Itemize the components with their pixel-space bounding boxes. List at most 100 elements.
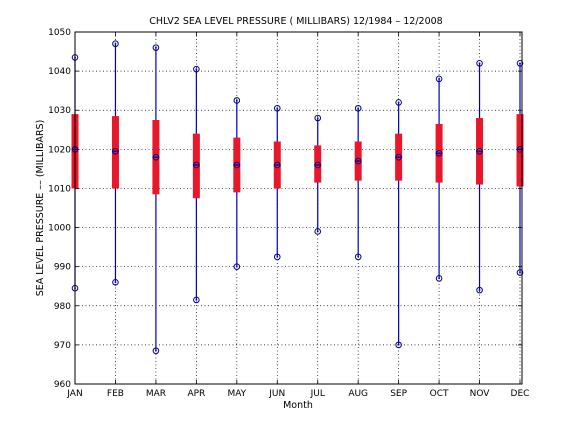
x-tick-label-4: MAY [227,389,246,399]
box-group-nov [476,59,484,294]
min-marker-nov [476,286,483,294]
x-axis-title: Month [283,400,313,411]
x-tick-label-7: AUG [348,389,368,399]
median-marker-dot-oct [438,152,440,155]
y-tick-label-8: 1040 [48,67,71,77]
x-tick-label-11: DEC [511,389,530,399]
max-marker-may [233,97,241,104]
box-group-dec [516,59,524,276]
x-tick-label-0: JAN [66,389,82,399]
y-tick-label-9: 1050 [48,28,71,38]
median-marker-dec [516,146,524,153]
y-tick-label-3: 990 [54,263,71,273]
grid [75,32,522,384]
median-marker-apr [193,161,200,169]
median-marker-mar [152,153,160,161]
median-marker-dot-may [235,164,238,166]
max-marker-aug [354,104,362,112]
min-marker-apr [193,296,200,304]
median-marker-may [233,161,241,169]
chart-title: CHLV2 SEA LEVEL PRESSURE ( MILLIBARS) 12… [149,16,442,27]
x-tick-label-5: JUN [268,389,285,399]
y-tick-label-5: 1010 [48,184,71,194]
max-marker-apr [193,65,200,73]
median-marker-dot-mar [155,156,157,159]
median-marker-sep [395,153,402,161]
max-marker-nov [476,59,483,67]
median-marker-jul [314,161,322,169]
x-tick-label-2: MAR [146,389,166,399]
box-group-may [233,97,241,270]
median-marker-aug [354,157,362,165]
box-group-aug [354,104,362,261]
box-group-sep [395,99,403,349]
min-marker-dot-oct [438,277,440,280]
max-marker-dot-may [235,99,238,102]
box-group-jun [273,104,281,261]
x-tick-label-6: JUL [310,389,325,399]
median-marker-nov [476,147,483,155]
max-marker-dot-aug [357,107,360,110]
y-tick-label-4: 1000 [48,224,71,234]
min-marker-may [233,263,241,270]
y-tick-label-7: 1030 [48,106,71,116]
min-marker-jun [273,253,281,261]
axes: 960 970 980 990 1000 1010 1020 1030 1040 1050 JAN F… [48,28,529,399]
plot-frame [74,31,523,385]
median-marker-dot-jun [276,164,279,166]
min-marker-aug [354,253,362,261]
median-marker-oct [435,149,443,157]
y-axis-title: SEA LEVEL PRESSURE –– (MILLIBARS) [35,120,46,297]
max-marker-dec [516,59,524,67]
box-group-jul [314,114,322,235]
median-marker-dot-feb [114,150,117,153]
min-marker-dot-nov [478,289,481,292]
median-marker-feb [112,147,119,155]
max-marker-dot-jul [316,117,319,119]
min-marker-dot-apr [195,299,198,301]
x-tick-label-9: OCT [430,389,449,399]
min-marker-dot-jun [276,255,279,258]
min-marker-dot-dec [519,271,521,274]
max-marker-dot-feb [114,42,117,45]
box-group-feb [111,40,119,286]
min-marker-sep [395,341,402,349]
y-tick-label-2: 980 [54,302,71,312]
median-marker-dot-nov [478,150,481,153]
max-marker-jun [273,104,281,112]
min-marker-jul [314,228,322,235]
median-marker-dot-sep [397,156,400,159]
box-apr [192,133,200,199]
plot-data [71,40,524,355]
box-group-apr [192,65,200,304]
median-marker-dot-aug [357,160,360,162]
x-tick-label-3: APR [187,389,205,399]
max-marker-feb [112,40,119,48]
y-tick-label-0: 960 [54,380,71,390]
max-marker-oct [435,75,443,83]
min-marker-dot-jul [316,230,319,233]
min-marker-dot-mar [155,349,157,352]
max-marker-dot-oct [438,78,440,80]
max-marker-jul [314,114,322,122]
x-tick-label-1: FEB [107,389,124,399]
x-tick-label-10: NOV [470,389,491,399]
box-group-oct [435,75,443,282]
box-group-mar [152,44,160,355]
min-marker-dot-aug [357,255,360,258]
min-marker-dot-feb [114,281,117,284]
min-marker-feb [112,279,119,286]
min-marker-dec [516,269,524,276]
y-tick-label-1: 970 [54,341,71,351]
box-jul [314,145,322,183]
min-marker-dot-may [235,265,238,268]
median-marker-dot-jul [316,164,319,166]
max-marker-dot-apr [195,68,198,71]
max-marker-dot-nov [478,62,481,65]
min-marker-mar [152,347,160,355]
max-marker-dot-mar [155,46,157,49]
max-marker-sep [395,99,402,106]
max-marker-dot-sep [397,101,400,104]
max-marker-mar [152,44,160,51]
